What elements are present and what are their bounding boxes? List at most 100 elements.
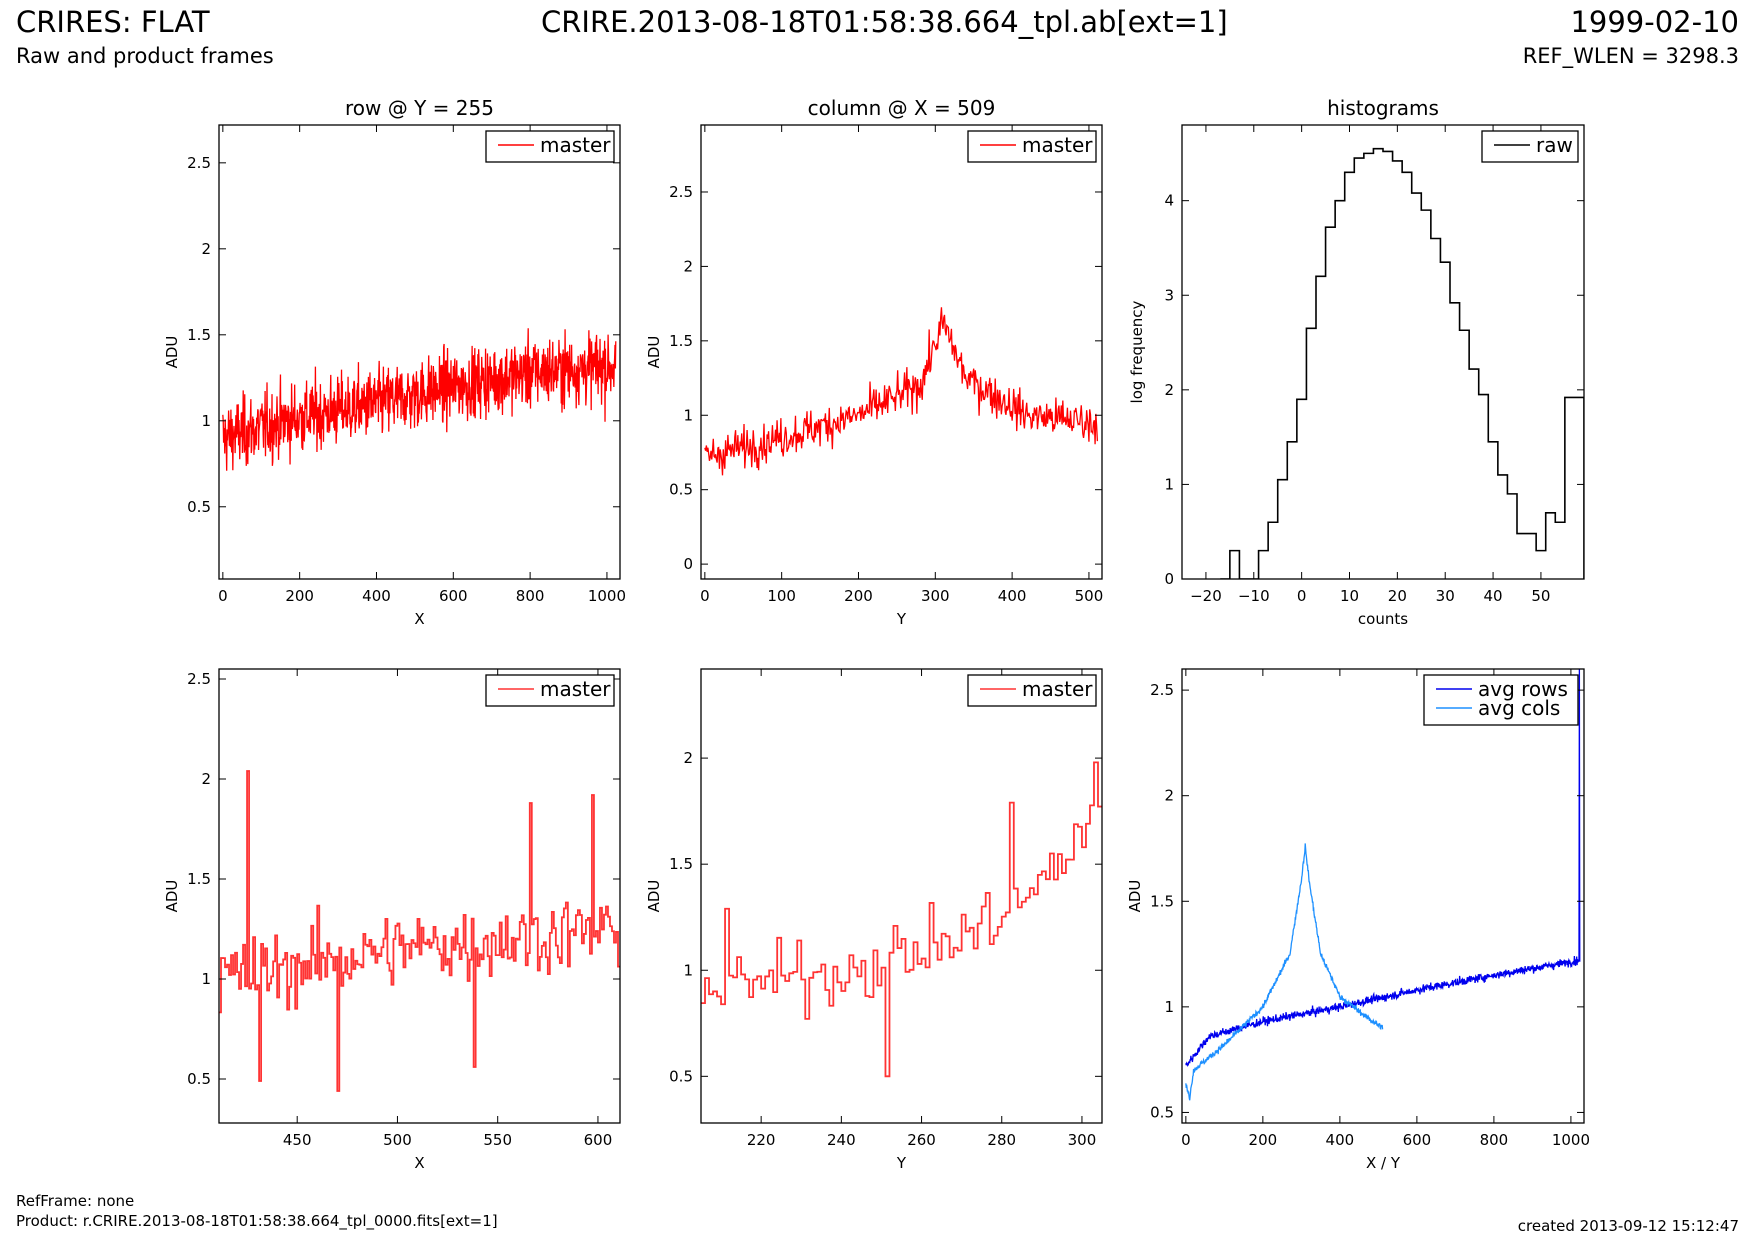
- chart-row: 0 200 400 600 800 1000 0.5 1 1.5 2 2.5 row @ Y = 25…: [163, 96, 626, 628]
- ylabel-colzoom: ADU: [645, 880, 663, 913]
- plot-area-hist: [1220, 147, 1584, 579]
- footer-product: Product: r.CRIRE.2013-08-18T01:58:38.664…: [16, 1212, 498, 1230]
- xtick-label-hist: 20: [1388, 587, 1407, 605]
- ytick-label-hist: 4: [1164, 192, 1174, 210]
- ytick-label-hist: 1: [1164, 475, 1174, 493]
- xlabel-rowzoom: X: [414, 1154, 424, 1172]
- frame-avg: [1181, 668, 1585, 1124]
- plot-area-rowzoom: [219, 770, 620, 1092]
- plot-area-colzoom: [701, 761, 1102, 1078]
- footer-created: created 2013-09-12 15:12:47: [1517, 1217, 1739, 1235]
- header-file: CRIRE.2013-08-18T01:58:38.664_tpl.ab[ext…: [541, 5, 1228, 39]
- plot-area-row: [222, 328, 617, 471]
- xtick-label-hist: −20: [1190, 587, 1222, 605]
- frame-rowzoom: [218, 668, 621, 1124]
- xtick-label-col: 400: [998, 587, 1027, 605]
- plot-area-col: [704, 307, 1099, 476]
- series-colzoom-0: [701, 761, 1102, 1078]
- xtick-label-colzoom: 220: [747, 1131, 776, 1149]
- xtick-label-hist: 50: [1531, 587, 1550, 605]
- legend-box-row: [485, 130, 615, 163]
- ylabel-avg: ADU: [1126, 880, 1144, 913]
- legend-box-hist: [1481, 130, 1579, 163]
- series-avg-1: [1185, 843, 1384, 1101]
- xtick-label-colzoom: 240: [827, 1131, 856, 1149]
- legend-box-col: [967, 130, 1097, 163]
- legend-col: master: [967, 130, 1097, 163]
- ytick-label-row: 2.5: [187, 154, 211, 172]
- xlabel-hist: counts: [1358, 610, 1408, 628]
- xtick-label-avg: 800: [1480, 1131, 1509, 1149]
- ytick-label-rowzoom: 0.5: [187, 1070, 211, 1088]
- ytick-label-col: 0.5: [669, 481, 693, 499]
- xtick-label-rowzoom: 500: [383, 1131, 412, 1149]
- legend-label-row: master: [540, 133, 611, 157]
- ytick-label-hist: 2: [1164, 381, 1174, 399]
- chart-title-row: row @ Y = 255: [345, 96, 494, 120]
- ytick-label-row: 1.5: [187, 326, 211, 344]
- legend-hist: raw: [1481, 130, 1579, 163]
- xtick-label-rowzoom: 600: [584, 1131, 613, 1149]
- ytick-label-col: 1.5: [669, 332, 693, 350]
- chart-hist: −20 −10 0 10 20 30 40 50 0 1 2 3 4 histograms counts lo…: [1128, 96, 1585, 628]
- xtick-label-colzoom: 300: [1068, 1131, 1097, 1149]
- ytick-label-row: 1: [201, 412, 211, 430]
- xtick-label-hist: 10: [1340, 587, 1359, 605]
- legend-row: master: [485, 130, 615, 163]
- ytick-label-rowzoom: 2.5: [187, 670, 211, 688]
- ytick-label-col: 2.5: [669, 183, 693, 201]
- xtick-label-row: 200: [285, 587, 314, 605]
- xtick-label-col: 0: [700, 587, 710, 605]
- legend-box-colzoom: [967, 674, 1097, 707]
- ytick-label-rowzoom: 1: [201, 970, 211, 988]
- legend-label-colzoom: master: [1022, 677, 1093, 701]
- ytick-label-rowzoom: 2: [201, 770, 211, 788]
- legend-label-avg: avg rows: [1478, 677, 1568, 701]
- ylabel-row: ADU: [163, 336, 181, 369]
- series-avg-0: [1185, 669, 1581, 1068]
- xtick-label-colzoom: 260: [907, 1131, 936, 1149]
- xlabel-col: Y: [896, 610, 907, 628]
- xtick-label-hist: 40: [1484, 587, 1503, 605]
- series-row-0: [222, 328, 617, 471]
- legend-label-col: master: [1022, 133, 1093, 157]
- ytick-label-row: 0.5: [187, 498, 211, 516]
- xlabel-avg: X / Y: [1366, 1154, 1401, 1172]
- xtick-label-col: 200: [844, 587, 873, 605]
- legend-box-avg: [1423, 674, 1579, 726]
- chart-title-hist: histograms: [1327, 96, 1439, 120]
- legend-box-rowzoom: [485, 674, 615, 707]
- xtick-label-avg: 200: [1249, 1131, 1278, 1149]
- xlabel-colzoom: Y: [896, 1154, 907, 1172]
- chart-colzoom: 220 240 260 280 300 0.5 1 1.5 2 Y ADU master: [645, 668, 1103, 1172]
- ytick-label-rowzoom: 1.5: [187, 870, 211, 888]
- xtick-label-rowzoom: 550: [483, 1131, 512, 1149]
- xtick-label-avg: 0: [1181, 1131, 1191, 1149]
- header-title: CRIRES: FLAT: [16, 5, 210, 39]
- xtick-label-hist: 0: [1297, 587, 1307, 605]
- xtick-label-avg: 600: [1403, 1131, 1432, 1149]
- histogram-raw: [1220, 147, 1584, 579]
- legend-label-rowzoom: master: [540, 677, 611, 701]
- ylabel-hist: log frequency: [1128, 300, 1146, 403]
- xtick-label-row: 0: [218, 587, 228, 605]
- ytick-label-col: 2: [683, 257, 693, 275]
- ytick-label-col: 1: [683, 406, 693, 424]
- xtick-label-colzoom: 280: [987, 1131, 1016, 1149]
- series-col-0: [704, 307, 1099, 476]
- header-ref-wlen: REF_WLEN = 3298.3: [1522, 44, 1739, 68]
- ytick-label-avg: 1.5: [1150, 892, 1174, 910]
- xtick-label-avg: 1000: [1552, 1131, 1590, 1149]
- legend-label-hist: raw: [1536, 133, 1573, 157]
- xlabel-row: X: [414, 610, 424, 628]
- frame-row: [218, 124, 621, 580]
- ylabel-col: ADU: [645, 336, 663, 369]
- xtick-label-col: 500: [1075, 587, 1104, 605]
- xtick-label-row: 400: [362, 587, 391, 605]
- series-rowzoom-0: [219, 770, 620, 1092]
- xtick-label-rowzoom: 450: [283, 1131, 312, 1149]
- ytick-label-avg: 0.5: [1150, 1103, 1174, 1121]
- chart-avg: 0 200 400 600 800 1000 0.5 1 1.5 2 2.5 X / Y ADU avg …: [1126, 668, 1590, 1172]
